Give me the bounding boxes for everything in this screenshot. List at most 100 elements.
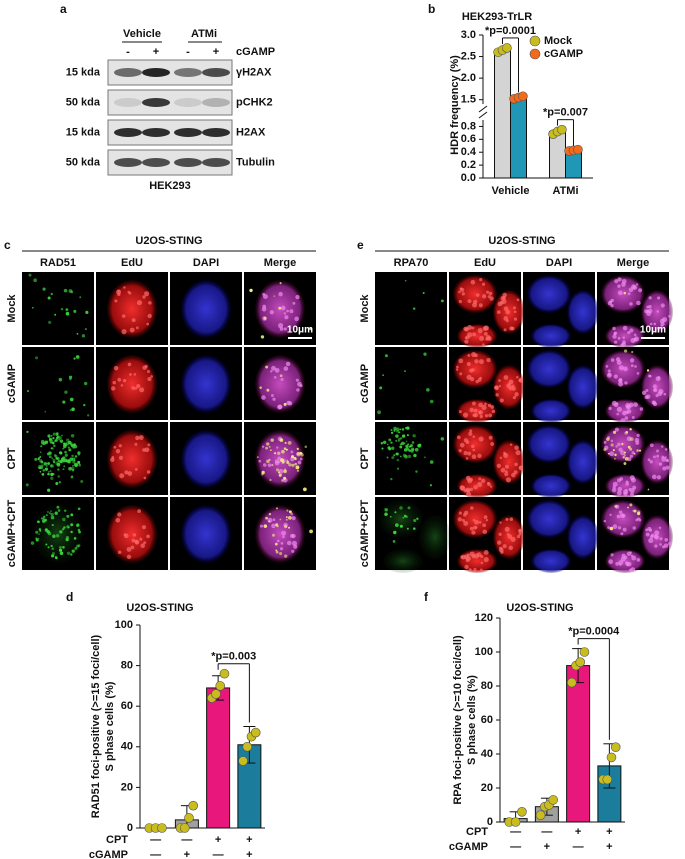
focus xyxy=(256,456,259,459)
speckle xyxy=(657,326,660,330)
speckle xyxy=(480,554,484,559)
y-tick-label: 60 xyxy=(481,714,493,726)
focus xyxy=(390,441,393,444)
focus xyxy=(47,434,51,438)
focus xyxy=(609,526,614,531)
y-tick-label: 20 xyxy=(121,781,133,793)
speckle xyxy=(117,550,122,555)
speckle xyxy=(625,480,629,484)
speckle xyxy=(657,296,661,300)
focus xyxy=(35,356,39,360)
speckle xyxy=(512,395,517,400)
y-tick-label: 0 xyxy=(487,816,493,828)
focus xyxy=(249,288,253,293)
focus xyxy=(612,449,615,452)
speckle xyxy=(615,445,618,448)
image-background xyxy=(22,272,94,345)
focus xyxy=(73,462,78,467)
speckle xyxy=(506,532,510,536)
speckle xyxy=(113,365,119,371)
speckle xyxy=(261,445,265,448)
data-point xyxy=(188,800,198,811)
nucleus xyxy=(107,505,157,563)
speckle xyxy=(496,463,502,468)
focus xyxy=(624,451,626,454)
blot-band xyxy=(202,128,230,137)
focus xyxy=(279,438,284,442)
micrograph xyxy=(375,497,451,573)
focus xyxy=(51,547,55,550)
focus xyxy=(294,462,298,466)
focus xyxy=(278,306,282,310)
speckle xyxy=(459,442,465,448)
focus xyxy=(405,515,409,519)
speckle xyxy=(619,513,625,518)
row-label: Mock xyxy=(359,294,371,323)
speckle xyxy=(510,326,515,331)
focus xyxy=(62,528,65,531)
speckle xyxy=(631,477,636,483)
focus xyxy=(629,447,633,451)
speckle xyxy=(498,379,501,382)
speckle xyxy=(518,528,523,533)
focus xyxy=(52,432,56,436)
speckle xyxy=(281,530,287,536)
focus xyxy=(397,440,400,443)
nucleus xyxy=(383,549,423,573)
focus xyxy=(48,320,52,324)
nucleus xyxy=(419,515,451,559)
nucleus xyxy=(567,515,599,559)
speckle xyxy=(636,300,641,306)
speckle xyxy=(147,377,152,382)
focus xyxy=(429,460,434,464)
focus xyxy=(268,512,272,516)
speckle xyxy=(262,304,267,309)
focus xyxy=(422,291,425,294)
nucleus xyxy=(107,430,157,488)
speckle xyxy=(461,518,465,523)
speckle xyxy=(146,322,150,326)
data-point xyxy=(219,668,230,679)
x-row-sign: — xyxy=(510,826,521,838)
y-tick-label: 0.8 xyxy=(461,120,476,132)
focus xyxy=(53,444,56,448)
speckle xyxy=(472,401,476,406)
speckle xyxy=(459,372,463,376)
focus xyxy=(68,375,73,379)
focus xyxy=(54,455,58,458)
bar xyxy=(510,97,527,179)
focus xyxy=(415,470,418,473)
speckle xyxy=(497,540,502,545)
speckle xyxy=(142,295,146,299)
focus xyxy=(283,447,287,450)
focus xyxy=(383,440,387,444)
focus xyxy=(55,481,59,485)
focus xyxy=(44,518,48,522)
focus xyxy=(58,436,62,440)
focus xyxy=(646,369,650,372)
speckle xyxy=(488,291,493,296)
focus xyxy=(440,299,444,303)
nucleus xyxy=(181,280,231,338)
focus xyxy=(65,536,69,540)
size-label: 50 kda xyxy=(66,156,101,168)
focus xyxy=(70,513,74,517)
y-tick-label: 100 xyxy=(115,619,133,631)
focus xyxy=(83,403,86,407)
speckle xyxy=(505,309,511,315)
speckle xyxy=(607,369,611,373)
speckle xyxy=(474,519,479,525)
focus xyxy=(274,452,277,455)
nucleus xyxy=(457,549,497,573)
focus xyxy=(70,523,74,527)
speckle xyxy=(465,457,469,460)
speckle xyxy=(465,335,470,340)
focus xyxy=(391,446,395,450)
focus xyxy=(296,452,300,456)
speckle xyxy=(468,431,473,436)
focus xyxy=(63,465,66,468)
focus xyxy=(279,374,283,378)
nucleus xyxy=(567,290,599,334)
focus xyxy=(272,533,275,537)
speckle xyxy=(637,517,640,521)
